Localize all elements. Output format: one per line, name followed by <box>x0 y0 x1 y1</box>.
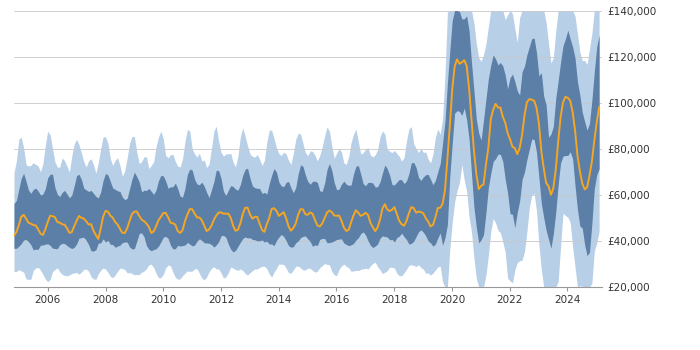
Legend: Median, 25th to 75th Percentile Range, 10th to 90th Percentile Range: Median, 25th to 75th Percentile Range, 1… <box>24 346 475 350</box>
